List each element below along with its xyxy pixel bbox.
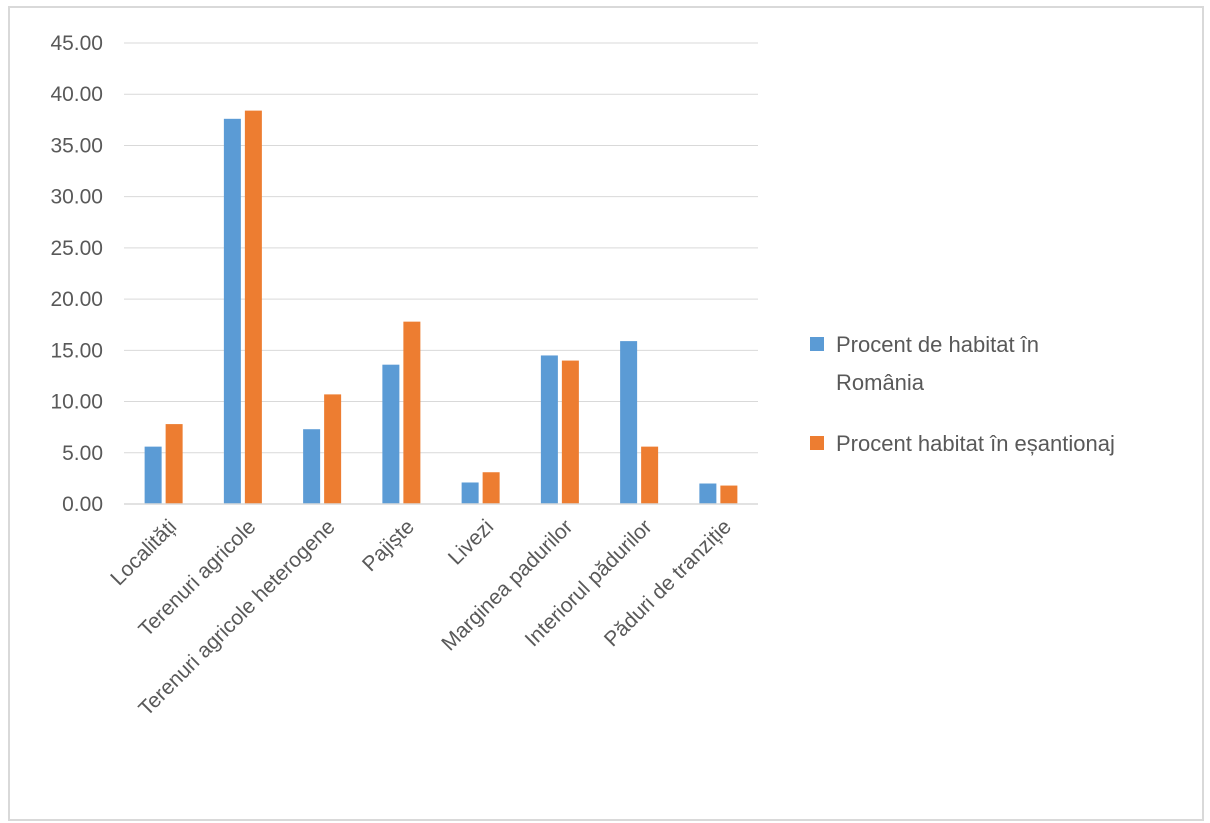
bar-esantionaj (561, 360, 579, 504)
legend-label: Procent habitat în eșantionaj (836, 431, 1115, 456)
y-tick-label: 0.00 (62, 493, 103, 516)
bar-romania (620, 341, 638, 504)
legend-swatch-romania (810, 337, 824, 351)
x-category-label: Pajiște (358, 515, 419, 576)
bar-esantionaj (165, 424, 183, 504)
y-axis-tick-labels: 0.00 5.00 10.00 15.00 20.00 25.00 30.00 35.00 40… (50, 32, 103, 516)
y-tick-label: 40.00 (50, 83, 103, 106)
x-category-label: Livezi (444, 515, 498, 569)
bar-romania (223, 118, 241, 504)
gridlines (124, 42, 758, 454)
bar-romania (382, 364, 400, 504)
y-tick-label: 25.00 (50, 237, 103, 260)
y-tick-label: 30.00 (50, 186, 103, 209)
y-tick-label: 15.00 (50, 339, 103, 362)
bar-romania (540, 355, 558, 504)
bar-esantionaj (324, 394, 342, 504)
bar-romania (699, 483, 717, 504)
y-tick-label: 35.00 (50, 134, 103, 157)
y-tick-label: 20.00 (50, 288, 103, 311)
chart-frame (8, 6, 1204, 821)
legend-label: Procent de habitat în (836, 332, 1039, 357)
y-tick-label: 10.00 (50, 391, 103, 414)
bar-esantionaj (403, 321, 421, 504)
x-category-label: Localități (106, 515, 181, 590)
bar-esantionaj (244, 110, 262, 504)
y-tick-label: 45.00 (50, 32, 103, 55)
bar-romania (461, 482, 479, 504)
legend: Procent de habitat în România Procent habi… (810, 332, 1115, 456)
bar-esantionaj (641, 446, 659, 504)
legend-swatch-esantionaj (810, 436, 824, 450)
bar-esantionaj (482, 472, 500, 504)
bars (144, 110, 738, 504)
bar-esantionaj (720, 485, 738, 504)
x-category-label: Marginea padurilor (437, 515, 577, 655)
legend-label: România (836, 370, 925, 395)
y-tick-label: 5.00 (62, 442, 103, 465)
bar-romania (144, 446, 162, 504)
bar-romania (303, 429, 321, 504)
